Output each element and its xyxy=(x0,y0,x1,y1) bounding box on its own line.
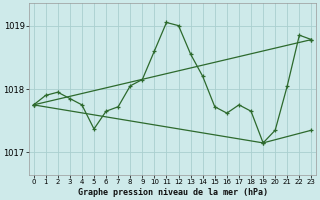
X-axis label: Graphe pression niveau de la mer (hPa): Graphe pression niveau de la mer (hPa) xyxy=(77,188,268,197)
